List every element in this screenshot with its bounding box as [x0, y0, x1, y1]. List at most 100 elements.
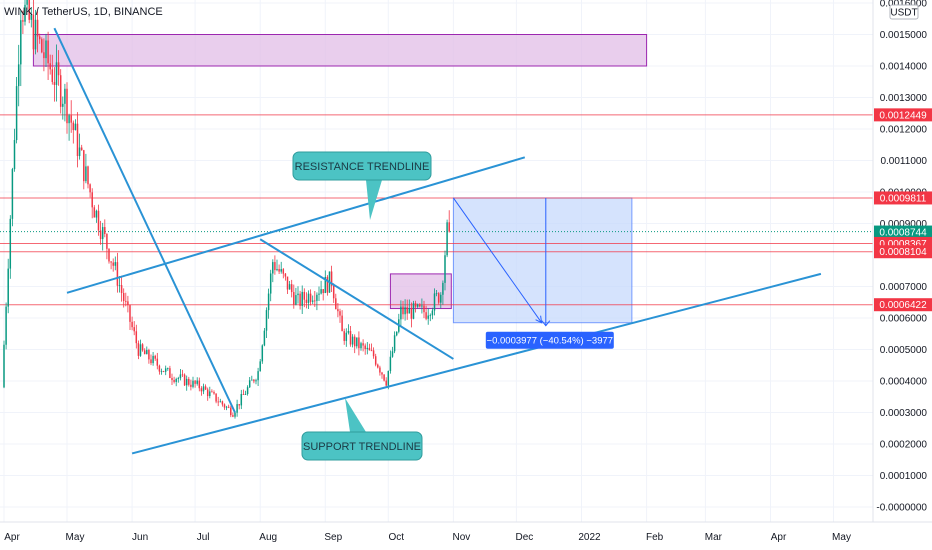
candle-body	[236, 404, 238, 413]
wedge-upper-line[interactable]	[259, 238, 454, 360]
resistance-trendline[interactable]	[66, 156, 526, 294]
candle-body	[91, 192, 93, 208]
candle-body	[219, 401, 222, 403]
candle-body	[198, 380, 201, 389]
candle-body	[188, 378, 190, 385]
candle-body	[425, 312, 427, 319]
currency-unit-box[interactable]	[889, 4, 919, 20]
candle-body	[41, 39, 43, 53]
candle-body	[267, 293, 270, 311]
candle-body	[177, 378, 180, 380]
price-badges: 0.00124490.00098110.000874411:56:190.000…	[874, 108, 932, 312]
candle-body	[74, 123, 77, 131]
candle-body	[57, 62, 60, 76]
candle-body	[400, 306, 402, 320]
candle-body	[32, 14, 35, 50]
measure-tool[interactable]: −0.0003977 (−40.54%) −3977	[452, 197, 614, 349]
candle-body	[351, 336, 354, 345]
time-tick-label: Mar	[705, 532, 723, 543]
candle-body	[78, 147, 81, 157]
candle-body	[211, 391, 213, 393]
candle-body	[419, 304, 421, 307]
price-axis-panel[interactable]	[873, 0, 932, 522]
candle-body	[150, 359, 152, 364]
candle-body	[301, 291, 303, 306]
candle-body	[295, 295, 297, 305]
candle-body	[169, 368, 171, 378]
candle-body	[59, 75, 62, 107]
candle-body	[257, 371, 259, 381]
resistance-callout[interactable]: RESISTANCE TRENDLINE	[292, 151, 432, 220]
time-tick-label: Sep	[324, 532, 342, 543]
candle-body	[437, 293, 440, 303]
candle-body	[72, 122, 75, 131]
candle-body	[253, 379, 255, 382]
candle-body	[324, 276, 327, 294]
candle-body	[282, 269, 285, 274]
candle-body	[173, 379, 175, 382]
price-tick-label: 0.0003000	[880, 408, 928, 419]
time-tick-label: Oct	[389, 532, 405, 543]
candle-body	[244, 393, 247, 395]
candle-body	[307, 293, 310, 303]
candle-body	[206, 389, 209, 397]
candle-body	[232, 415, 234, 417]
candle-body	[421, 305, 423, 307]
candle-body	[440, 294, 442, 303]
resistance-zone[interactable]	[32, 34, 648, 67]
trendlines[interactable]	[53, 27, 822, 455]
candle-body	[311, 300, 314, 302]
price-tick-label: 0.0011000	[880, 156, 927, 167]
candle-body	[423, 305, 425, 313]
candle-body	[110, 261, 112, 263]
candle-body	[299, 293, 301, 306]
downtrend-line[interactable]	[53, 27, 236, 413]
candle-body	[200, 388, 203, 392]
candle-body	[26, 0, 28, 5]
candle-body	[108, 248, 110, 262]
candle-body	[255, 380, 257, 382]
measure-label-box[interactable]	[485, 331, 614, 349]
candle-body	[442, 282, 444, 295]
candle-body	[374, 356, 377, 365]
candle-body	[251, 379, 253, 381]
candle-body	[234, 412, 236, 417]
candle-body	[194, 380, 196, 384]
callouts[interactable]: RESISTANCE TRENDLINE SUPPORT TRENDLINE	[292, 151, 432, 461]
candle-body	[209, 391, 211, 397]
candle-body	[179, 374, 182, 379]
candle-body	[408, 308, 411, 314]
target-box[interactable]	[452, 197, 633, 324]
candle-body	[223, 404, 226, 408]
support-callout[interactable]: SUPPORT TRENDLINE	[301, 398, 423, 461]
candle-body	[17, 64, 20, 87]
candle-body	[34, 19, 37, 50]
candle-body	[146, 349, 148, 355]
candle-body	[427, 315, 429, 319]
candle-body	[227, 406, 230, 408]
candle-body	[265, 310, 268, 331]
candle-body	[112, 262, 114, 266]
candle-body	[347, 331, 350, 333]
candle-body	[217, 401, 219, 403]
candle-body	[221, 401, 224, 405]
time-axis-panel[interactable]	[0, 522, 873, 550]
candle-body	[68, 115, 70, 124]
candle-body	[290, 284, 293, 293]
time-tick-label: 2022	[578, 532, 601, 543]
candle-body	[137, 343, 140, 356]
candle-body	[276, 268, 278, 271]
candle-body	[372, 350, 375, 357]
candle-body	[135, 331, 138, 344]
support-trendline[interactable]	[131, 272, 822, 455]
candle-body	[30, 14, 33, 20]
candle-body	[431, 310, 434, 316]
projection-line	[452, 197, 543, 324]
candle-body	[101, 227, 104, 240]
candle-body	[225, 406, 228, 408]
candle-body	[66, 88, 68, 124]
candle-body	[433, 293, 436, 311]
candle-body	[406, 307, 408, 314]
resistance-callout-box	[292, 151, 432, 181]
